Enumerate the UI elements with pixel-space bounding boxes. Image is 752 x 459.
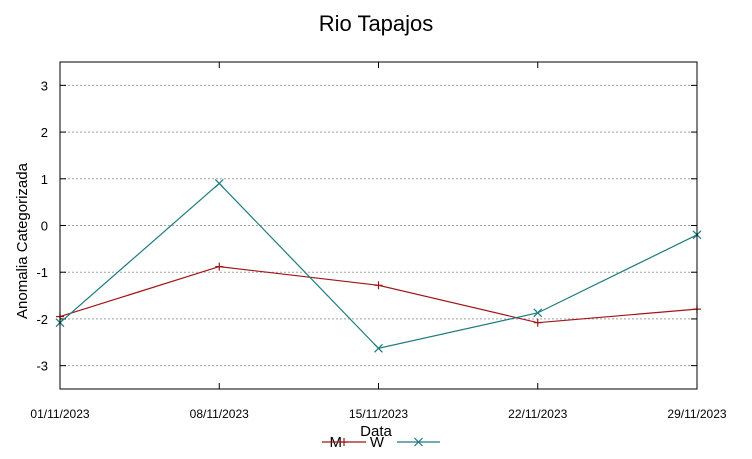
y-tick-label: -2: [36, 312, 48, 327]
plot-frame: [59, 61, 698, 390]
y-tick-label: -1: [36, 265, 48, 280]
legend-label: W: [370, 434, 385, 451]
series-line-W: [59, 182, 698, 350]
x-tick-label: 08/11/2023: [190, 407, 249, 421]
data-point-W: [533, 308, 543, 318]
chart-title: Rio Tapajos: [319, 11, 434, 36]
x-axis-ticks: 01/11/2023 08/11/2023 15/11/2023 22/11/2023…: [30, 62, 727, 421]
y-tick-label: 2: [41, 125, 48, 140]
x-tick-label: 29/11/2023: [667, 407, 726, 421]
data-point-M: [374, 281, 383, 290]
x-tick-label: 15/11/2023: [349, 407, 408, 421]
data-point-M: [215, 262, 224, 271]
data-point-W: [374, 343, 383, 353]
data-point-M: [533, 318, 542, 327]
x-tick-label: 01/11/2023: [30, 407, 89, 421]
y-tick-label: 3: [41, 78, 48, 93]
y-tick-label: 0: [41, 219, 48, 234]
legend-marker: [414, 437, 423, 447]
legend-marker: [340, 438, 348, 446]
series-line-M: [59, 265, 698, 324]
x-tick-label: 22/11/2023: [508, 407, 567, 421]
y-tick-label: -3: [36, 359, 48, 374]
data-point-W: [214, 179, 224, 188]
x-axis-label: Data: [360, 423, 392, 440]
series-layer: [55, 179, 702, 353]
gridlines: [60, 84, 697, 367]
y-axis-label: Anomalia Categorizada: [14, 162, 31, 319]
y-tick-label: 1: [41, 172, 48, 187]
